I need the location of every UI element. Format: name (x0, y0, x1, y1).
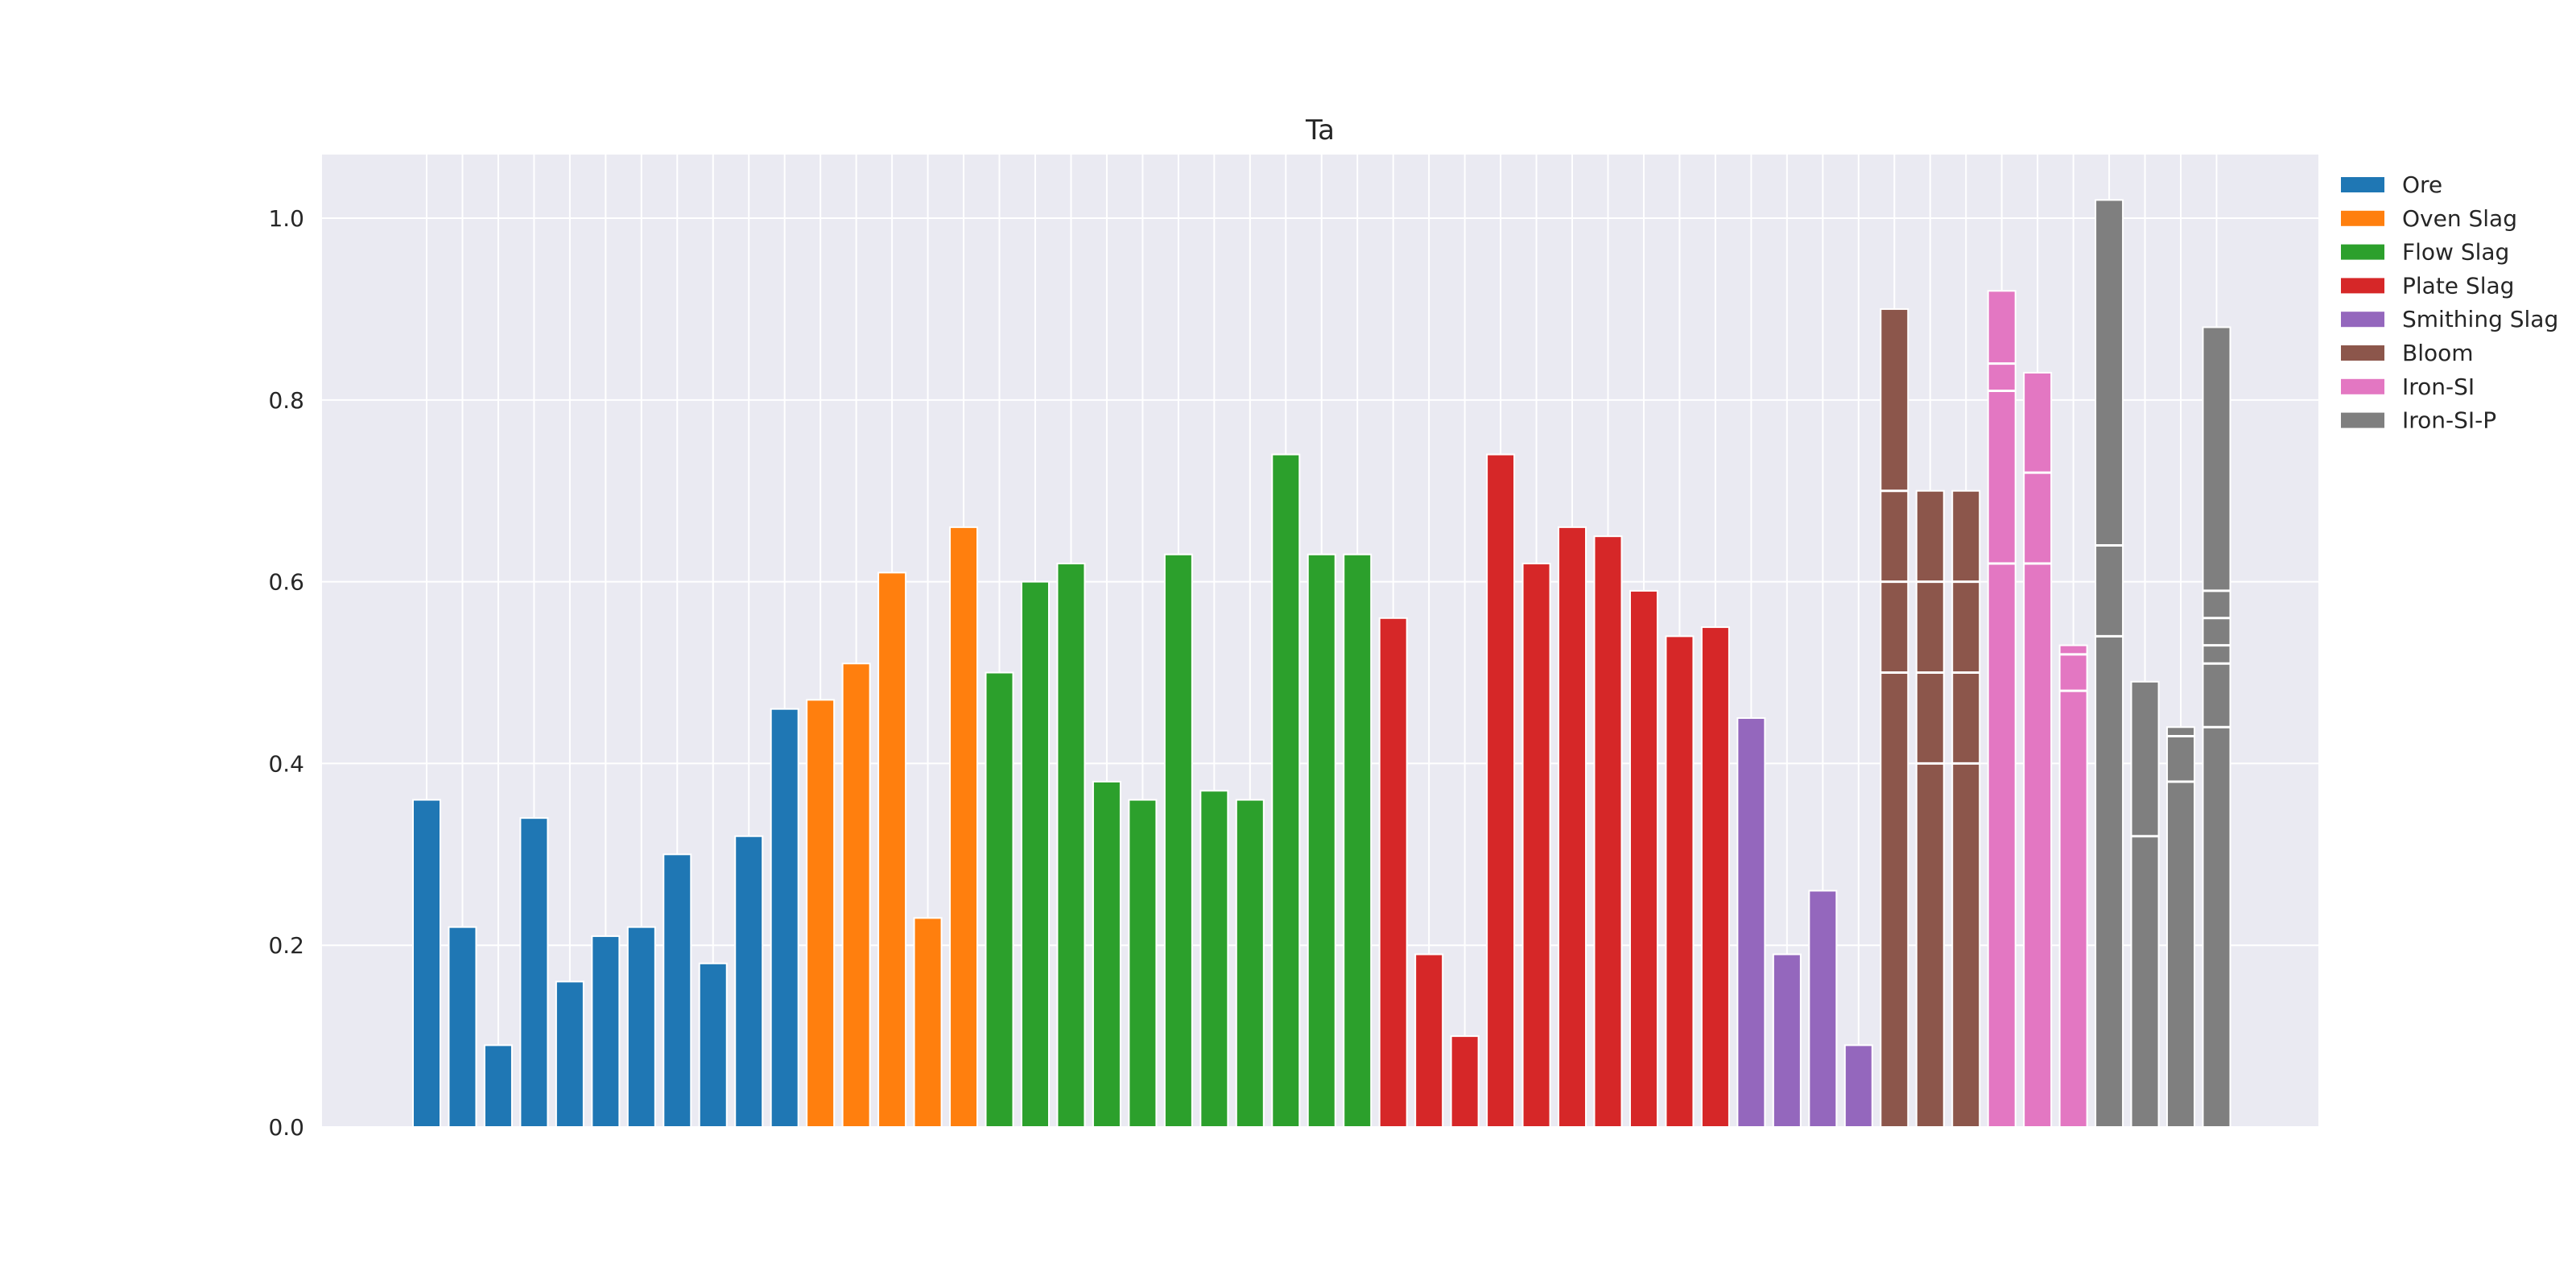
bar-plate-slag-10 (1700, 626, 1730, 1128)
y-tick-label: 0.6 (268, 569, 304, 596)
y-axis: 0.0 0.2 0.4 0.6 0.8 1.0 (268, 205, 304, 1141)
bar-iron-si-p-3 (2166, 726, 2196, 1128)
bar-ore-10 (734, 835, 764, 1129)
bar-flow-slag-2 (1020, 580, 1050, 1128)
bar-flow-slag-10 (1307, 553, 1336, 1128)
y-tick-label: 0.4 (268, 750, 304, 777)
bar-smithing-slag-1 (1736, 716, 1766, 1129)
bar-ore-9 (698, 962, 728, 1128)
bar-flow-slag-5 (1128, 799, 1158, 1128)
bar-flow-slag-7 (1199, 790, 1229, 1129)
legend-swatch (2341, 244, 2384, 260)
legend-label: Ore (2402, 171, 2442, 198)
legend-label: Oven Slag (2402, 205, 2517, 232)
bar-plate-slag-2 (1414, 953, 1444, 1129)
bar-oven-slag-2 (841, 663, 871, 1128)
legend: Ore Oven Slag Flow Slag Plate Slag Smithing … (2341, 171, 2558, 434)
bar-iron-si-3 (2058, 644, 2088, 1128)
bar-iron-si-1 (1987, 290, 2017, 1128)
legend-swatch (2341, 177, 2384, 192)
bar-bloom-1 (1880, 308, 1909, 1128)
legend-label: Smithing Slag (2402, 306, 2558, 332)
y-tick-label: 0.0 (268, 1114, 304, 1141)
bar-ore-4 (519, 817, 549, 1128)
bar-bloom-3 (1951, 489, 1981, 1128)
bar-plate-slag-9 (1665, 635, 1695, 1128)
bar-flow-slag-4 (1092, 780, 1121, 1128)
bar-ore-8 (663, 853, 692, 1129)
bar-plate-slag-1 (1378, 617, 1408, 1128)
bar-iron-si-p-2 (2130, 680, 2160, 1128)
bar-flow-slag-11 (1343, 553, 1373, 1128)
bar-plate-slag-8 (1629, 589, 1658, 1128)
bar-flow-slag-8 (1235, 799, 1265, 1128)
bar-smithing-slag-2 (1772, 953, 1802, 1129)
legend-swatch (2341, 312, 2384, 328)
legend-swatch (2341, 378, 2384, 394)
legend-swatch (2341, 278, 2384, 294)
bar-ore-3 (483, 1044, 513, 1129)
bar-oven-slag-1 (806, 699, 836, 1128)
legend-label: Plate Slag (2402, 272, 2514, 299)
bar-flow-slag-9 (1271, 453, 1301, 1128)
bar-ore-1 (412, 799, 441, 1128)
bar-iron-si-p-1 (2095, 199, 2124, 1128)
legend-swatch (2341, 345, 2384, 361)
y-tick-label: 0.8 (268, 387, 304, 414)
bar-oven-slag-4 (913, 917, 943, 1128)
bar-ore-11 (770, 708, 799, 1128)
bar-plate-slag-3 (1450, 1035, 1480, 1128)
legend-label: Iron-SI (2402, 374, 2475, 400)
bar-smithing-slag-3 (1808, 890, 1838, 1128)
bar-ore-5 (555, 980, 584, 1129)
legend-swatch (2341, 210, 2384, 226)
bar-bloom-2 (1915, 489, 1945, 1128)
bar-oven-slag-3 (877, 572, 907, 1128)
bar-oven-slag-5 (949, 526, 979, 1128)
bar-ore-7 (626, 926, 656, 1129)
legend-label: Bloom (2402, 340, 2474, 366)
bar-smithing-slag-4 (1843, 1044, 1873, 1129)
bar-ore-2 (448, 926, 477, 1129)
bar-ore-6 (591, 935, 621, 1128)
legend-label: Flow Slag (2402, 239, 2509, 266)
legend-swatch (2341, 412, 2384, 428)
bar-plate-slag-6 (1558, 526, 1587, 1128)
y-tick-label: 0.2 (268, 932, 304, 959)
bar-plate-slag-4 (1486, 453, 1516, 1128)
bar-flow-slag-6 (1163, 553, 1193, 1128)
y-tick-label: 1.0 (268, 205, 304, 232)
bar-plate-slag-7 (1593, 535, 1623, 1128)
bar-iron-si-2 (2023, 371, 2053, 1129)
bar-flow-slag-3 (1056, 563, 1086, 1128)
chart-title: Ta (1305, 114, 1335, 147)
bars (412, 199, 2231, 1129)
bar-flow-slag-1 (985, 671, 1014, 1128)
legend-label: Iron-SI-P (2402, 407, 2496, 434)
bar-plate-slag-5 (1521, 563, 1551, 1128)
